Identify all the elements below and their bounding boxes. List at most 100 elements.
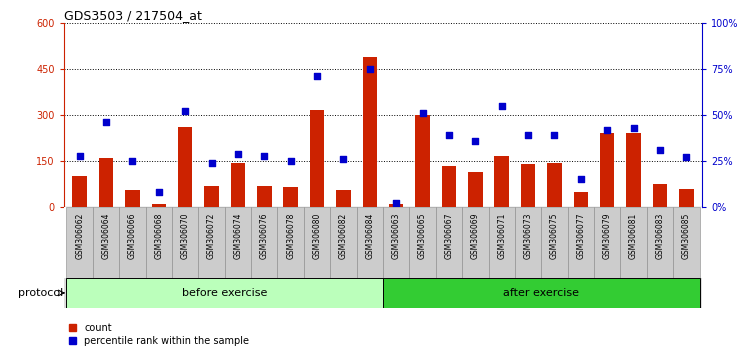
Point (258, 153, 270, 158)
Bar (462, 207, 488, 278)
Bar (521, 164, 535, 207)
Text: GSM306082: GSM306082 (339, 213, 348, 259)
Bar (468, 172, 483, 207)
Point (469, 138, 481, 144)
Text: GSM306064: GSM306064 (101, 213, 110, 259)
Point (602, 127, 614, 133)
Point (654, 147, 666, 153)
Bar (225, 207, 251, 278)
Text: GSM306068: GSM306068 (154, 213, 163, 259)
Text: GSM306069: GSM306069 (471, 213, 480, 259)
Point (232, 151, 244, 156)
Point (496, 103, 508, 109)
Bar (152, 204, 166, 207)
Point (522, 132, 534, 138)
Text: GSM306067: GSM306067 (445, 213, 454, 259)
Point (548, 132, 560, 138)
Bar (383, 207, 409, 278)
Bar (99, 158, 113, 207)
Text: GDS3503 / 217504_at: GDS3503 / 217504_at (64, 9, 202, 22)
Bar (389, 204, 403, 207)
Bar (198, 207, 225, 278)
Point (100, 120, 112, 125)
Point (680, 155, 692, 160)
Bar (515, 207, 541, 278)
Text: GSM306078: GSM306078 (286, 213, 295, 259)
Bar (93, 207, 119, 278)
Bar (304, 207, 330, 278)
Bar (574, 192, 588, 207)
Text: before exercise: before exercise (182, 288, 267, 298)
Bar (204, 185, 219, 207)
Bar (283, 187, 298, 207)
Bar (330, 207, 357, 278)
Bar (178, 127, 192, 207)
Bar (541, 207, 568, 278)
Text: GSM306083: GSM306083 (656, 213, 665, 259)
Text: GSM306072: GSM306072 (207, 213, 216, 259)
Text: GSM306081: GSM306081 (629, 213, 638, 259)
Bar (67, 278, 383, 308)
Text: GSM306075: GSM306075 (550, 213, 559, 259)
Text: GSM306085: GSM306085 (682, 213, 691, 259)
Bar (336, 190, 351, 207)
Point (152, 189, 164, 195)
Text: protocol: protocol (18, 288, 63, 298)
Point (206, 160, 218, 166)
Bar (626, 133, 641, 207)
Text: GSM306070: GSM306070 (181, 213, 190, 259)
Bar (494, 156, 509, 207)
Text: GSM306065: GSM306065 (418, 213, 427, 259)
Bar (119, 207, 146, 278)
Text: GSM306063: GSM306063 (392, 213, 401, 259)
Point (417, 110, 429, 116)
Point (391, 201, 403, 206)
Bar (600, 133, 614, 207)
Bar (146, 207, 172, 278)
Point (443, 132, 455, 138)
Bar (278, 207, 304, 278)
Bar (594, 207, 620, 278)
Bar (568, 207, 594, 278)
Bar (251, 207, 278, 278)
Bar (409, 207, 436, 278)
Bar (436, 207, 462, 278)
Text: after exercise: after exercise (503, 288, 579, 298)
Text: GSM306066: GSM306066 (128, 213, 137, 259)
Bar (620, 207, 647, 278)
Bar (679, 189, 694, 207)
Text: GSM306076: GSM306076 (260, 213, 269, 259)
Point (311, 74, 323, 79)
Bar (363, 57, 377, 207)
Bar (231, 162, 245, 207)
Bar (125, 190, 140, 207)
Bar (357, 207, 383, 278)
Text: GSM306077: GSM306077 (576, 213, 585, 259)
Point (126, 158, 138, 164)
Bar (442, 166, 456, 207)
Bar (172, 207, 198, 278)
Bar (415, 115, 430, 207)
Bar (383, 278, 699, 308)
Text: GSM306071: GSM306071 (497, 213, 506, 259)
Text: GSM306084: GSM306084 (365, 213, 374, 259)
Bar (488, 207, 515, 278)
Point (285, 158, 297, 164)
Point (363, 66, 376, 72)
Point (179, 109, 192, 114)
Point (74, 153, 86, 158)
Bar (310, 110, 324, 207)
Text: GSM306073: GSM306073 (523, 213, 532, 259)
Text: GSM306079: GSM306079 (603, 213, 612, 259)
Bar (257, 185, 272, 207)
Text: GSM306080: GSM306080 (312, 213, 321, 259)
Bar (547, 162, 562, 207)
Text: GSM306062: GSM306062 (75, 213, 84, 259)
Bar (72, 176, 87, 207)
Point (575, 177, 587, 182)
Point (337, 156, 349, 162)
Text: GSM306074: GSM306074 (234, 213, 243, 259)
Bar (673, 207, 699, 278)
Bar (647, 207, 673, 278)
Bar (67, 207, 93, 278)
